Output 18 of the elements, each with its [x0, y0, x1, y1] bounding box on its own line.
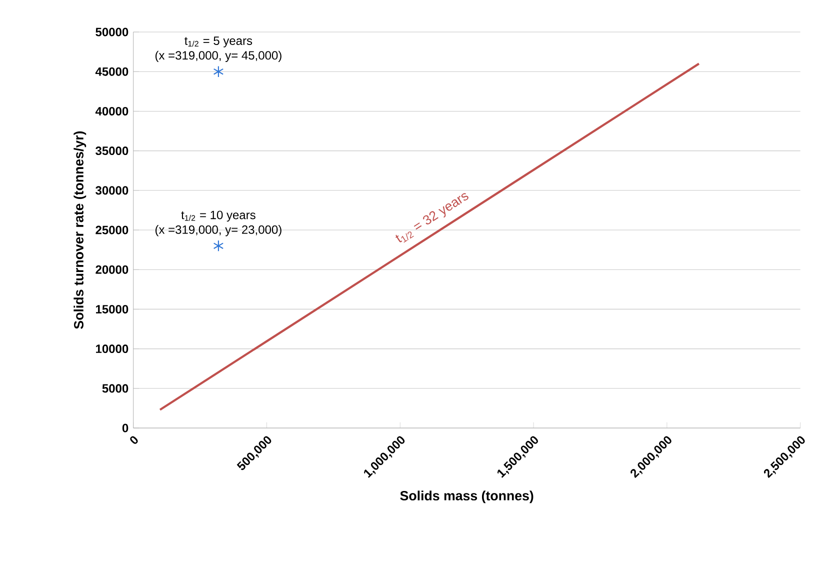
y-tick-label: 45000: [95, 67, 128, 76]
y-tick-label: 40000: [95, 106, 128, 116]
annotation: (x =319,000, y= 45,000): [155, 50, 282, 62]
y-tick-label: 0: [122, 424, 128, 432]
y-tick-label: 5000: [102, 384, 128, 393]
y-tick-label: 15000: [96, 304, 128, 314]
y-axis-title: Solids turnover rate (tonnes/yr): [74, 131, 86, 329]
annotation: t$_{1/2}$ = 10 years: [181, 210, 256, 222]
y-tick-label: 20000: [96, 265, 128, 274]
x-axis-title: Solids mass (tonnes): [400, 490, 534, 504]
y-tick-label: 50000: [96, 28, 128, 36]
y-tick-label: 10000: [96, 344, 128, 354]
y-tick-label: 25000: [96, 226, 128, 234]
annotation: (x =319,000, y= 23,000): [155, 225, 282, 236]
y-tick-label: 35000: [96, 146, 128, 156]
y-tick-label: 30000: [96, 186, 128, 195]
annotation: t$_{1/2}$ = 5 years: [184, 36, 252, 48]
x-tick-label: 0: [130, 436, 138, 444]
